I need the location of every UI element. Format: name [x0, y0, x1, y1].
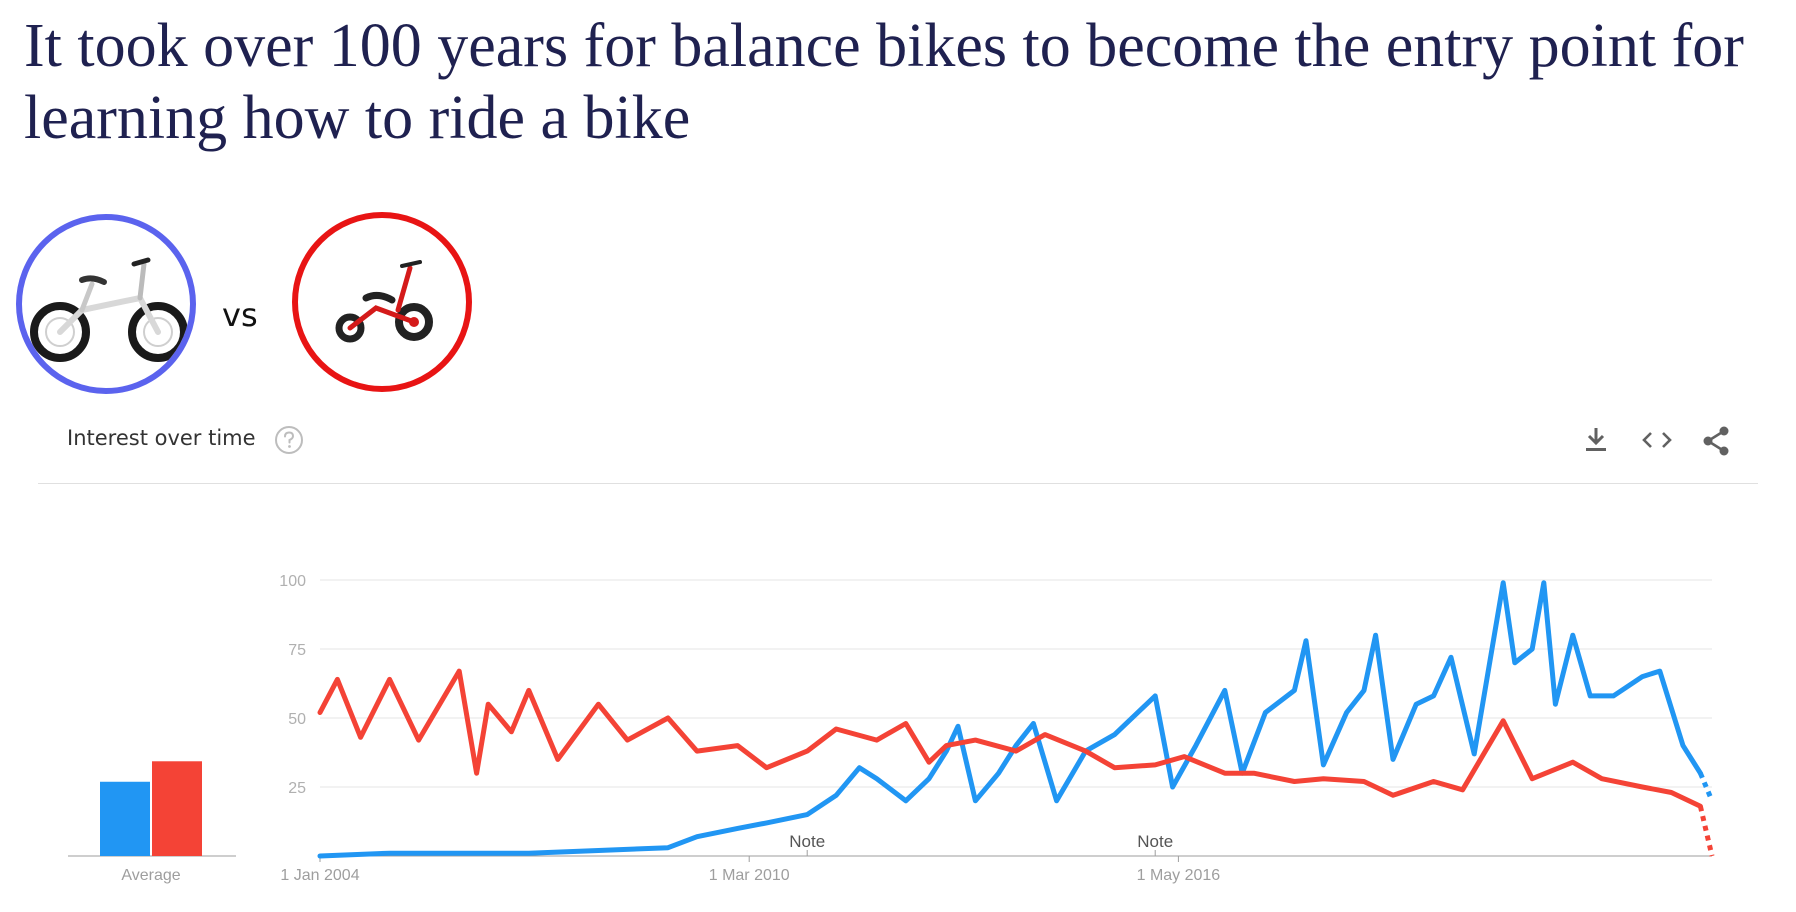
series-line-balance-bike — [317, 580, 1703, 859]
series-partial-balance-bike — [1698, 772, 1715, 802]
y-tick-label: 50 — [288, 711, 306, 728]
balance-bike-image — [16, 214, 196, 394]
chart-card-title: Interest over time — [67, 426, 256, 450]
embed-code-icon[interactable] — [1640, 425, 1674, 455]
series-partial-tricycle — [1697, 805, 1715, 857]
share-icon[interactable] — [1700, 425, 1732, 457]
y-tick-label: 100 — [279, 573, 306, 590]
x-tick-label: 1 May 2016 — [1137, 867, 1221, 884]
download-icon[interactable] — [1582, 425, 1610, 455]
card-divider — [38, 483, 1758, 484]
vs-label: vs — [222, 296, 258, 334]
note-label: Note — [789, 832, 825, 851]
note-label: Note — [1137, 832, 1173, 851]
tricycle-image — [292, 212, 472, 392]
y-tick-label: 25 — [288, 780, 306, 797]
help-circle-icon[interactable] — [274, 425, 304, 455]
headline: It took over 100 years for balance bikes… — [24, 12, 1744, 152]
average-bar-tricycle — [152, 761, 202, 856]
series-line-tricycle — [317, 668, 1703, 809]
average-bar-balance-bike — [100, 781, 150, 856]
y-tick-label: 75 — [288, 642, 306, 659]
average-label: Average — [121, 867, 180, 884]
x-tick-label: 1 Mar 2010 — [709, 867, 790, 884]
x-tick-label: 1 Jan 2004 — [280, 867, 359, 884]
